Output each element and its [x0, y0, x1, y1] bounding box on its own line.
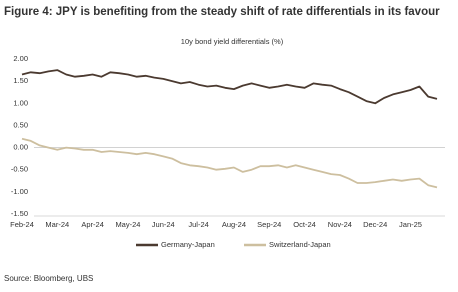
- y-tick-label: -1.50: [11, 209, 28, 218]
- x-tick-label: Jan-25: [399, 220, 422, 229]
- y-tick-label: -0.50: [11, 165, 28, 174]
- x-tick-label: Mar-24: [45, 220, 69, 229]
- x-tick-label: Aug-24: [222, 220, 246, 229]
- x-tick-label: Sep-24: [257, 220, 281, 229]
- legend-label: Germany-Japan: [161, 240, 215, 249]
- x-tick-label: Dec-24: [363, 220, 387, 229]
- y-tick-label: 0.50: [13, 120, 28, 129]
- y-tick-label: -1.00: [11, 187, 28, 196]
- chart-title: Figure 4: JPY is benefiting from the ste…: [4, 6, 440, 18]
- legend-label: Switzerland-Japan: [269, 240, 331, 249]
- y-tick-label: 2.00: [13, 54, 28, 63]
- y-tick-label: 0.00: [13, 143, 28, 152]
- y-tick-label: 1.50: [13, 76, 28, 85]
- line-series: [21, 69, 438, 105]
- x-tick-label: Jun-24: [152, 220, 175, 229]
- x-tick-label: Apr-24: [81, 220, 104, 229]
- x-tick-label: May-24: [115, 220, 140, 229]
- source-note: Source: Bloomberg, UBS: [4, 274, 93, 283]
- x-tick-label: Feb-24: [10, 220, 34, 229]
- y-tick-label: 1.00: [13, 98, 28, 107]
- x-tick-label: Nov-24: [328, 220, 352, 229]
- line-series: [21, 137, 438, 189]
- x-tick-label: Jul-24: [188, 220, 208, 229]
- chart-subtitle: 10y bond yield differentials (%): [181, 37, 284, 46]
- x-tick-label: Oct-24: [293, 220, 316, 229]
